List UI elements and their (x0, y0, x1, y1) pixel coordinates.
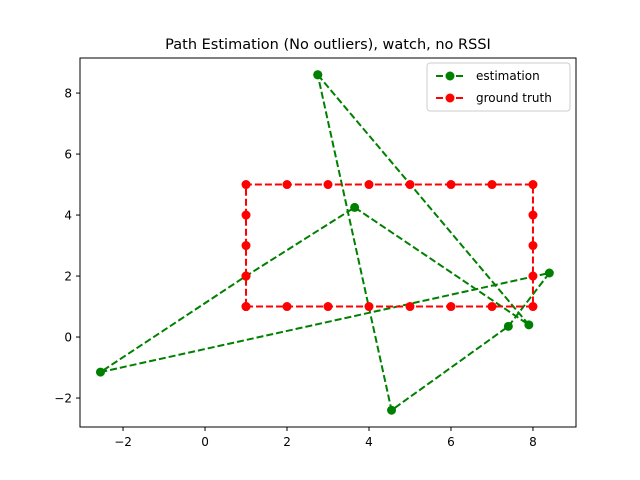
data-point-estimation (524, 320, 534, 330)
data-point-ground-truth (323, 180, 333, 190)
data-point-ground-truth (364, 302, 374, 312)
data-point-estimation (313, 70, 323, 80)
y-axis: −2 0 2 4 6 8 (54, 87, 80, 406)
data-point-ground-truth (241, 180, 251, 190)
x-tick-label: 0 (201, 435, 209, 449)
legend-label-estimation: estimation (476, 69, 540, 83)
data-point-ground-truth (528, 302, 538, 312)
chart-title: Path Estimation (No outliers), watch, no… (165, 37, 491, 53)
data-point-estimation (503, 321, 513, 331)
y-tick-label: 2 (64, 270, 72, 284)
data-point-ground-truth (528, 210, 538, 220)
data-point-estimation (387, 405, 397, 415)
data-point-estimation (350, 202, 360, 212)
series-layer (95, 70, 554, 415)
data-point-ground-truth (282, 302, 292, 312)
axes-frame (79, 57, 577, 428)
y-tick-label: 8 (64, 87, 72, 101)
y-tick-label: −2 (54, 392, 72, 406)
data-point-estimation (544, 268, 554, 278)
x-tick-label: 8 (529, 435, 537, 449)
x-tick-label: 4 (365, 435, 373, 449)
x-tick-label: 2 (283, 435, 291, 449)
legend: estimation ground truth (426, 62, 571, 112)
data-point-ground-truth (446, 180, 456, 190)
y-tick-label: 0 (64, 331, 72, 345)
series-ground-truth (241, 180, 538, 312)
data-point-ground-truth (528, 241, 538, 251)
data-point-ground-truth (528, 271, 538, 281)
data-point-ground-truth (282, 180, 292, 190)
data-point-ground-truth (487, 180, 497, 190)
x-tick-label: −2 (114, 435, 132, 449)
data-point-ground-truth (323, 302, 333, 312)
data-point-ground-truth (528, 180, 538, 190)
legend-marker-ground-truth (445, 93, 455, 103)
data-point-ground-truth (241, 241, 251, 251)
data-point-ground-truth (241, 302, 251, 312)
data-point-estimation (95, 367, 105, 377)
y-tick-label: 6 (64, 148, 72, 162)
x-tick-label: 6 (447, 435, 455, 449)
y-tick-label: 4 (64, 209, 72, 223)
data-point-ground-truth (241, 271, 251, 281)
legend-label-ground-truth: ground truth (476, 91, 552, 105)
legend-marker-estimation (445, 71, 455, 81)
data-point-ground-truth (446, 302, 456, 312)
data-point-ground-truth (405, 180, 415, 190)
data-point-ground-truth (405, 302, 415, 312)
data-point-ground-truth (487, 302, 497, 312)
series-line-ground-truth (245, 183, 534, 308)
data-point-ground-truth (364, 180, 374, 190)
x-axis: −2 0 2 4 6 8 (114, 427, 537, 449)
data-point-ground-truth (241, 210, 251, 220)
